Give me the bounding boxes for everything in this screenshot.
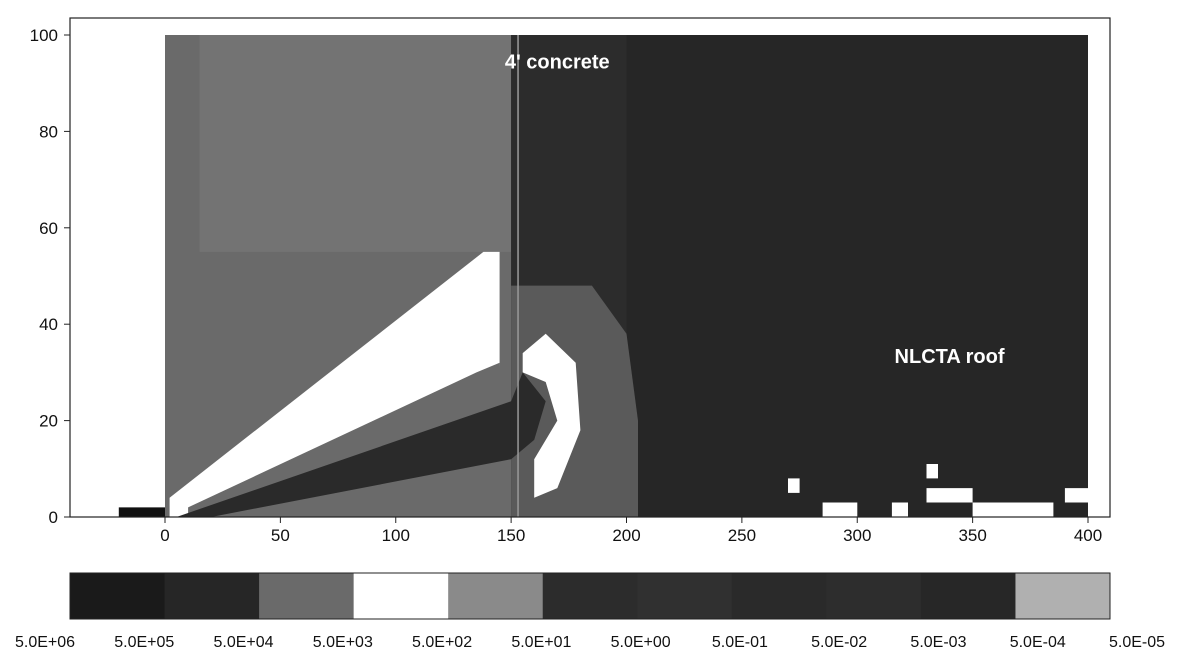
colorbar-label: 5.0E+01 [511, 634, 571, 651]
heatmap-region [118, 507, 165, 517]
colorbar-cell [448, 573, 544, 619]
heatmap-region [199, 35, 512, 252]
x-tick-label: 50 [271, 526, 290, 545]
x-tick-label: 250 [728, 526, 756, 545]
colorbar-cell [353, 573, 449, 619]
heatmap-region [926, 464, 938, 479]
heatmap-region [822, 502, 858, 517]
colorbar-cell [164, 573, 260, 619]
annotations: 4' concrete NLCTA roof [505, 52, 1005, 368]
colorbar-label: 5.0E-02 [811, 634, 867, 651]
heatmap-regions [118, 35, 1089, 517]
colorbar-cell [70, 573, 166, 619]
colorbar-label: 5.0E+04 [214, 634, 274, 651]
y-tick-label: 40 [39, 315, 58, 334]
colorbar-cell [920, 573, 1016, 619]
plot-frame [69, 17, 1111, 518]
x-tick-label: 0 [160, 526, 169, 545]
y-tick-label: 60 [39, 219, 58, 238]
colorbar-label: 5.0E+05 [114, 634, 174, 651]
colorbar-label: 5.0E-04 [1010, 634, 1066, 651]
colorbar [69, 572, 1111, 620]
colorbar-cell [1015, 573, 1110, 619]
heatmap-region [788, 478, 800, 493]
annotation-label: NLCTA roof [895, 346, 1005, 368]
colorbar-label: 5.0E+03 [313, 634, 373, 651]
x-tick-label: 100 [382, 526, 410, 545]
colorbar-cell [542, 573, 638, 619]
colorbar-labels: 5.0E+06 5.0E+05 5.0E+04 5.0E+03 5.0E+02 5.0E+… [15, 634, 1165, 651]
heatmap-region [511, 35, 1089, 517]
plot-area [70, 18, 1110, 517]
x-tick-label: 350 [958, 526, 986, 545]
y-tick-label: 100 [30, 26, 58, 45]
y-axis: 0 20 40 60 80 100 [30, 26, 70, 527]
colorbar-label: 5.0E+06 [15, 634, 75, 651]
colorbar-label: 5.0E-01 [712, 634, 768, 651]
heatmap-region [972, 502, 1054, 517]
annotation-label: 4' concrete [505, 52, 610, 74]
colorbar-cell [826, 573, 922, 619]
heatmap-region [176, 372, 546, 517]
colorbar-frame [69, 572, 1111, 620]
colorbar-cell [731, 573, 827, 619]
heatmap-region [188, 362, 512, 517]
y-tick-label: 20 [39, 412, 58, 431]
colorbar-cell [259, 573, 355, 619]
heatmap-region [1064, 488, 1088, 503]
colorbar-cell [637, 573, 733, 619]
colorbar-label: 5.0E+00 [611, 634, 671, 651]
heatmap-region [926, 488, 973, 503]
x-axis: 0 50 100 150 200 250 300 350 400 [160, 517, 1102, 545]
heatmap-region [891, 502, 908, 517]
x-tick-label: 150 [497, 526, 525, 545]
x-tick-label: 400 [1074, 526, 1102, 545]
x-tick-label: 200 [612, 526, 640, 545]
colorbar-label: 5.0E+02 [412, 634, 472, 651]
heatmap-region [522, 333, 581, 498]
y-tick-label: 0 [49, 508, 58, 527]
colorbar-label: 5.0E-03 [910, 634, 966, 651]
colorbar-label: 5.0E-05 [1109, 634, 1165, 651]
y-tick-label: 80 [39, 122, 58, 141]
x-tick-label: 300 [843, 526, 871, 545]
